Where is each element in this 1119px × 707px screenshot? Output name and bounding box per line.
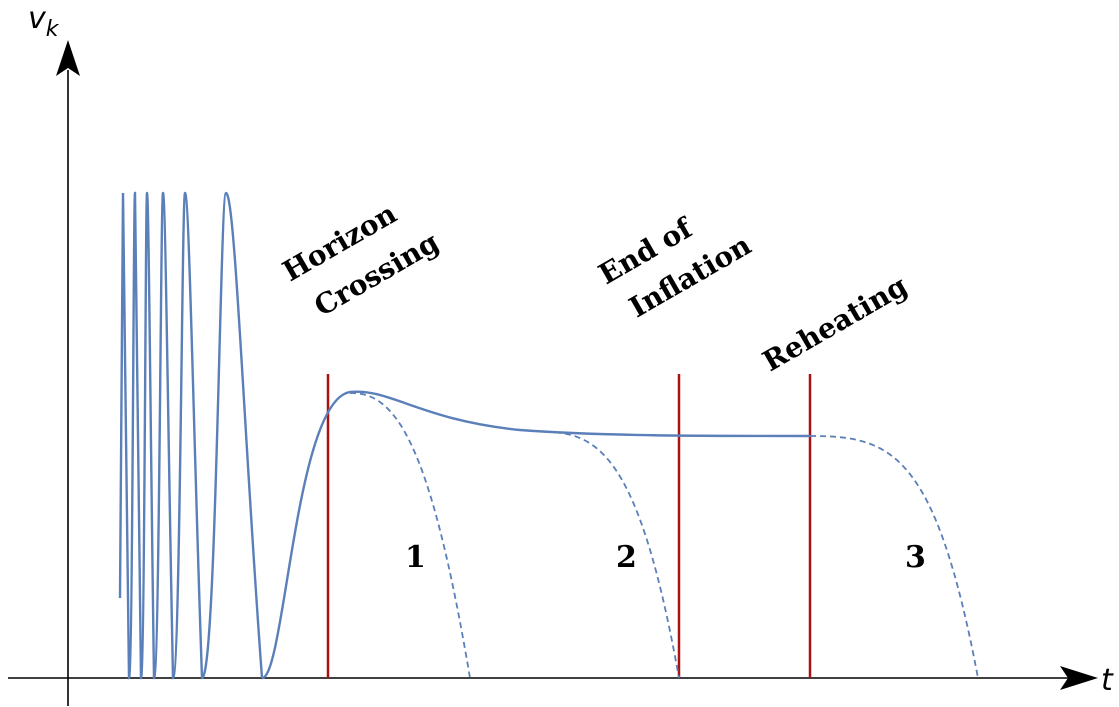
x-axis-label: t (1101, 663, 1114, 698)
curve-label-1: 1 (405, 540, 426, 575)
curve-label-3: 3 (905, 540, 926, 575)
y-axis-subscript: k (46, 17, 60, 42)
decay-curve-2 (544, 431, 680, 679)
decay-curve-1 (349, 392, 471, 679)
end-of-inflation-annotation: End of Inflation (593, 211, 757, 325)
mode-function-curve (261, 390, 811, 680)
reheating-label: Reheating (757, 269, 913, 378)
curve-label-2: 2 (616, 540, 637, 575)
decay-curve-3 (809, 435, 979, 679)
oscillating-mode-curve (118, 191, 264, 680)
reheating-annotation: Reheating (757, 269, 913, 378)
x-axis-arrowhead (1060, 666, 1098, 690)
horizon-crossing-annotation: Horizon Crossing (277, 197, 445, 323)
y-axis-arrowhead (56, 40, 80, 76)
y-axis-label: vk (28, 1, 60, 42)
